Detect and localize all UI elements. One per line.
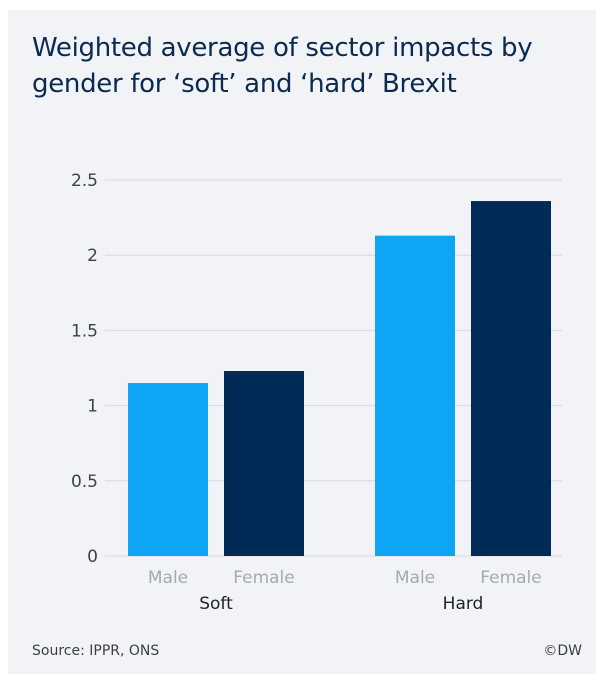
bar-hard-male <box>375 235 455 556</box>
series-label: Male <box>148 568 188 588</box>
y-tick-label: 2.5 <box>71 171 98 191</box>
y-tick-label: 0.5 <box>71 472 98 492</box>
group-label: Hard <box>443 594 484 614</box>
series-label: Female <box>233 568 294 588</box>
source-note: Source: IPPR, ONS <box>32 643 160 659</box>
y-tick-label: 2 <box>87 246 98 266</box>
y-tick-label: 1.5 <box>71 321 98 341</box>
series-label: Female <box>480 568 541 588</box>
chart-title: Weighted average of sector impacts by ge… <box>32 33 533 99</box>
series-label: Male <box>395 568 435 588</box>
y-tick-label: 1 <box>87 397 98 417</box>
bar-soft-male <box>128 383 208 556</box>
y-axis-ticks: 0 0.5 1 1.5 2 2.5 <box>71 171 98 567</box>
bar-soft-female <box>224 371 304 556</box>
dw-credit: ©DW <box>543 643 582 659</box>
bars <box>128 201 551 556</box>
group-label: Soft <box>199 594 233 614</box>
y-tick-label: 0 <box>87 547 98 567</box>
bar-hard-female <box>471 201 551 556</box>
